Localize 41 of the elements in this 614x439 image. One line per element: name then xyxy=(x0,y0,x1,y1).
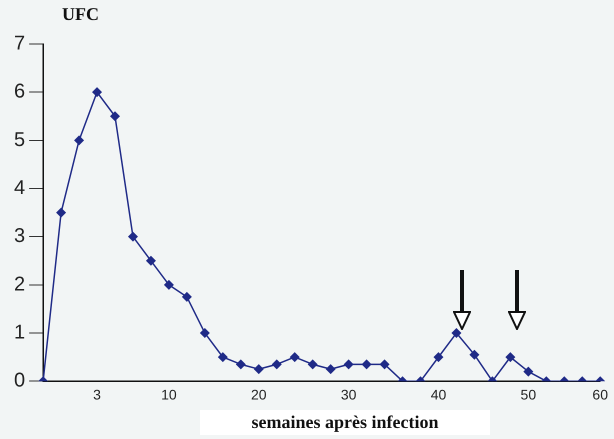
point xyxy=(164,280,174,290)
x-tick-label: 3 xyxy=(93,386,102,402)
point xyxy=(200,328,210,338)
y-tick-label: 4 xyxy=(14,177,26,200)
point xyxy=(128,232,138,242)
point xyxy=(218,352,228,362)
x-axis-title: semaines après infection xyxy=(200,410,490,435)
point xyxy=(56,208,66,218)
x-tick-label: 10 xyxy=(161,386,177,402)
point xyxy=(344,359,354,370)
point xyxy=(92,87,102,98)
point xyxy=(505,352,516,362)
y-tick-label: 3 xyxy=(14,225,26,248)
point xyxy=(236,359,246,370)
point xyxy=(451,328,462,338)
point xyxy=(326,364,336,374)
point xyxy=(433,352,444,362)
x-tick-label: 20 xyxy=(250,386,267,402)
point xyxy=(74,135,84,146)
point xyxy=(362,359,372,370)
point xyxy=(290,352,300,362)
point xyxy=(254,364,264,374)
x-tick-label: 40 xyxy=(430,386,446,402)
point xyxy=(272,359,282,370)
point xyxy=(380,359,390,370)
point xyxy=(110,111,120,122)
y-tick-label: 5 xyxy=(14,128,26,151)
point xyxy=(182,292,192,302)
point xyxy=(308,359,318,370)
y-tick-label: 0 xyxy=(14,370,26,392)
x-tick-label: 60 xyxy=(592,386,608,402)
y-axis-title: UFC xyxy=(62,4,99,25)
point xyxy=(146,256,156,266)
y-tick-label: 2 xyxy=(14,273,26,296)
point xyxy=(523,366,534,377)
point xyxy=(469,350,480,360)
y-tick-label: 1 xyxy=(14,322,26,344)
y-tick-label: 6 xyxy=(14,80,26,103)
x-tick-label: 30 xyxy=(340,386,357,402)
x-tick-label: 50 xyxy=(520,386,536,402)
y-tick-label: 7 xyxy=(14,32,26,55)
